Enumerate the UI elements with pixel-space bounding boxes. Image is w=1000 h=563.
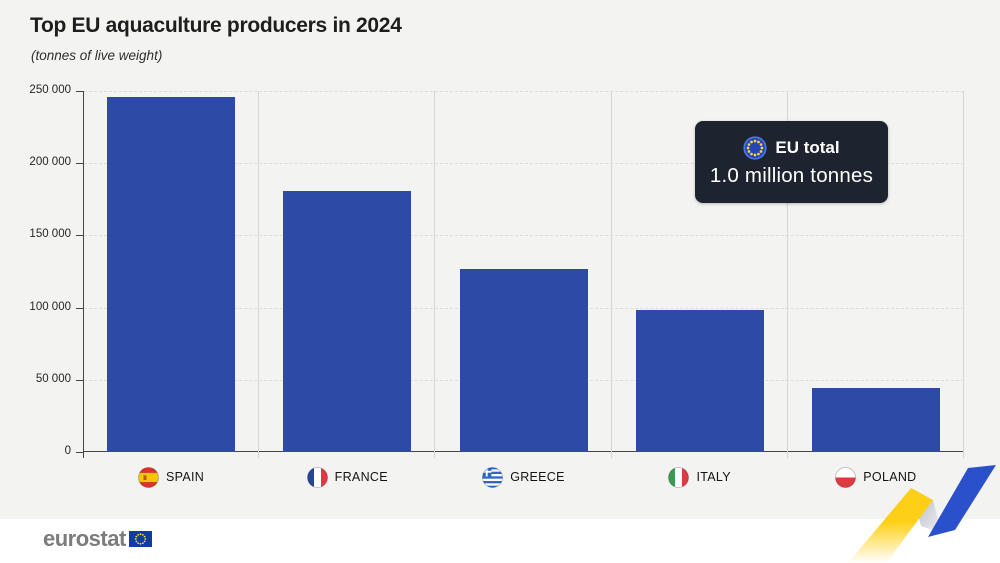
eu-flag-icon bbox=[743, 136, 767, 160]
category-label-poland: POLAND bbox=[788, 464, 964, 490]
y-tick-label: 150 000 bbox=[29, 228, 71, 241]
y-tick-label: 100 000 bbox=[29, 300, 71, 313]
category-label-text: POLAND bbox=[863, 470, 917, 484]
plot-area: 0 50 000 100 000 150 000 200 000 250 000 bbox=[29, 84, 964, 458]
category-label-italy: ITALY bbox=[612, 464, 788, 490]
category-label-greece: GREECE bbox=[435, 464, 611, 490]
eurostat-logo: eurostat bbox=[43, 526, 152, 552]
eu-total-badge-header: EU total bbox=[743, 136, 840, 160]
eu-total-value: 1.0 million tonnes bbox=[709, 164, 874, 187]
y-tick-label: 250 000 bbox=[29, 84, 71, 96]
eu-total-badge: EU total 1.0 million tonnes bbox=[695, 121, 888, 203]
category-separator-line bbox=[610, 91, 612, 458]
chart-subtitle: (tonnes of live weight) bbox=[31, 48, 163, 63]
chart-title: Top EU aquaculture producers in 2024 bbox=[30, 14, 402, 37]
category-label-france: FRANCE bbox=[259, 464, 435, 490]
eu-total-label: EU total bbox=[775, 138, 840, 157]
category-label-text: SPAIN bbox=[166, 470, 205, 484]
y-tick-mark bbox=[76, 163, 83, 165]
footer-bar: eurostat bbox=[0, 519, 1000, 563]
category-label-text: GREECE bbox=[510, 470, 565, 484]
y-tick-label: 200 000 bbox=[29, 156, 71, 169]
y-tick-label: 0 bbox=[64, 445, 71, 457]
eu-flag-icon bbox=[128, 531, 152, 547]
y-tick-mark bbox=[76, 379, 83, 381]
y-tick-mark bbox=[76, 91, 83, 92]
spain-flag-icon bbox=[138, 466, 160, 488]
y-tick-label: 50 000 bbox=[35, 372, 71, 385]
bar-poland bbox=[811, 388, 940, 452]
italy-flag-icon bbox=[668, 466, 690, 488]
poland-flag-icon bbox=[835, 466, 857, 488]
category-separator-line bbox=[434, 91, 436, 458]
gridline-250000 bbox=[84, 91, 964, 92]
category-label-text: ITALY bbox=[696, 470, 731, 484]
category-separator-line bbox=[258, 91, 260, 458]
category-separator-line bbox=[786, 91, 788, 458]
eurostat-logo-text: eurostat bbox=[43, 526, 126, 551]
gridline-200000 bbox=[84, 163, 964, 165]
category-label-spain: SPAIN bbox=[83, 464, 259, 490]
france-flag-icon bbox=[306, 466, 328, 488]
y-tick-mark bbox=[76, 307, 83, 309]
gridline-150000 bbox=[84, 235, 964, 237]
y-axis-line bbox=[83, 91, 84, 458]
plot-right-border bbox=[963, 91, 964, 458]
y-tick-mark bbox=[76, 452, 83, 453]
greece-flag-icon bbox=[482, 466, 504, 488]
category-label-text: FRANCE bbox=[334, 470, 388, 484]
y-tick-mark bbox=[76, 235, 83, 237]
bar-france bbox=[283, 190, 412, 452]
x-axis-labels: SPAIN FRANCE GREECE ITALY POLAND bbox=[83, 464, 964, 490]
bar-italy bbox=[635, 310, 764, 452]
bar-greece bbox=[459, 268, 588, 452]
bar-spain bbox=[107, 96, 236, 452]
